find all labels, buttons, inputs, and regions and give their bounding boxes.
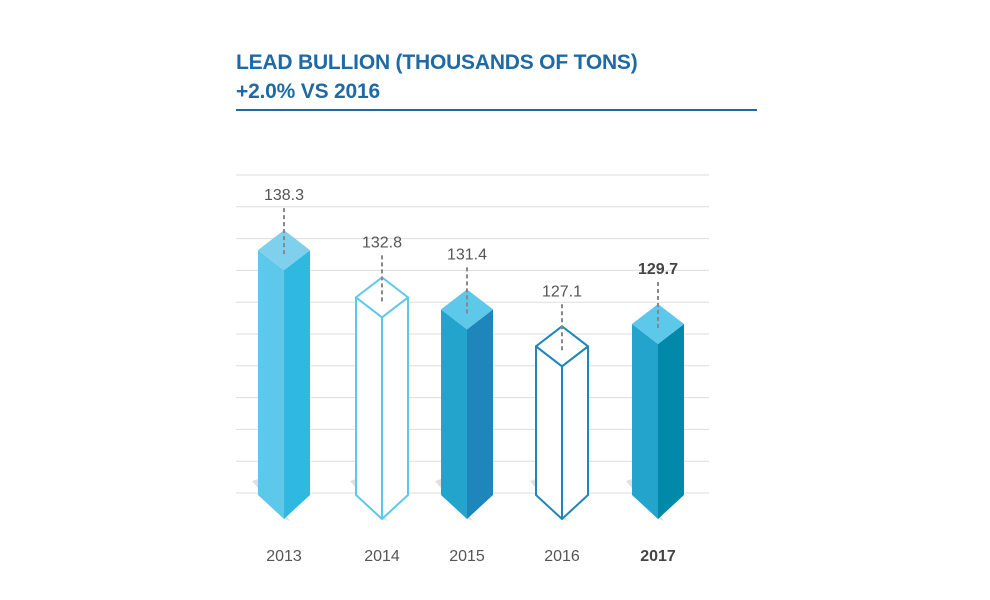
bar-front-face <box>632 323 658 519</box>
bar-2017: 129.7 2017 <box>626 261 684 565</box>
bar-2013: 138.3 2013 <box>252 187 310 565</box>
value-label: 127.1 <box>542 283 582 300</box>
bar-front-face <box>441 309 467 519</box>
x-tick-label: 2017 <box>640 548 676 565</box>
bar-2015: 131.4 2015 <box>435 246 493 565</box>
bar-2014: 132.8 2014 <box>350 234 409 565</box>
bar-front-face <box>355 296 383 520</box>
bar-side-face <box>467 309 493 519</box>
value-label: 132.8 <box>362 234 402 251</box>
chart-subtitle: +2.0% VS 2016 <box>236 80 380 103</box>
value-label: 129.7 <box>638 261 678 278</box>
chart-title-block: LEAD BULLION (THOUSANDS OF TONS) +2.0% V… <box>236 48 756 106</box>
x-tick-label: 2014 <box>364 548 400 565</box>
x-tick-label: 2015 <box>449 548 485 565</box>
x-tick-label: 2013 <box>266 548 302 565</box>
bar-side-face <box>561 345 589 520</box>
value-label: 131.4 <box>447 246 487 263</box>
chart-title: LEAD BULLION (THOUSANDS OF TONS) <box>236 51 638 74</box>
bar-side-face <box>381 296 409 520</box>
value-label: 138.3 <box>264 187 304 204</box>
bar-side-face <box>284 250 310 519</box>
bar-side-face <box>658 323 684 519</box>
x-tick-label: 2016 <box>544 548 580 565</box>
title-divider <box>236 109 757 111</box>
bar-front-face <box>258 250 284 519</box>
bar-2016: 127.1 2016 <box>530 283 589 565</box>
bar-front-face <box>535 345 563 520</box>
